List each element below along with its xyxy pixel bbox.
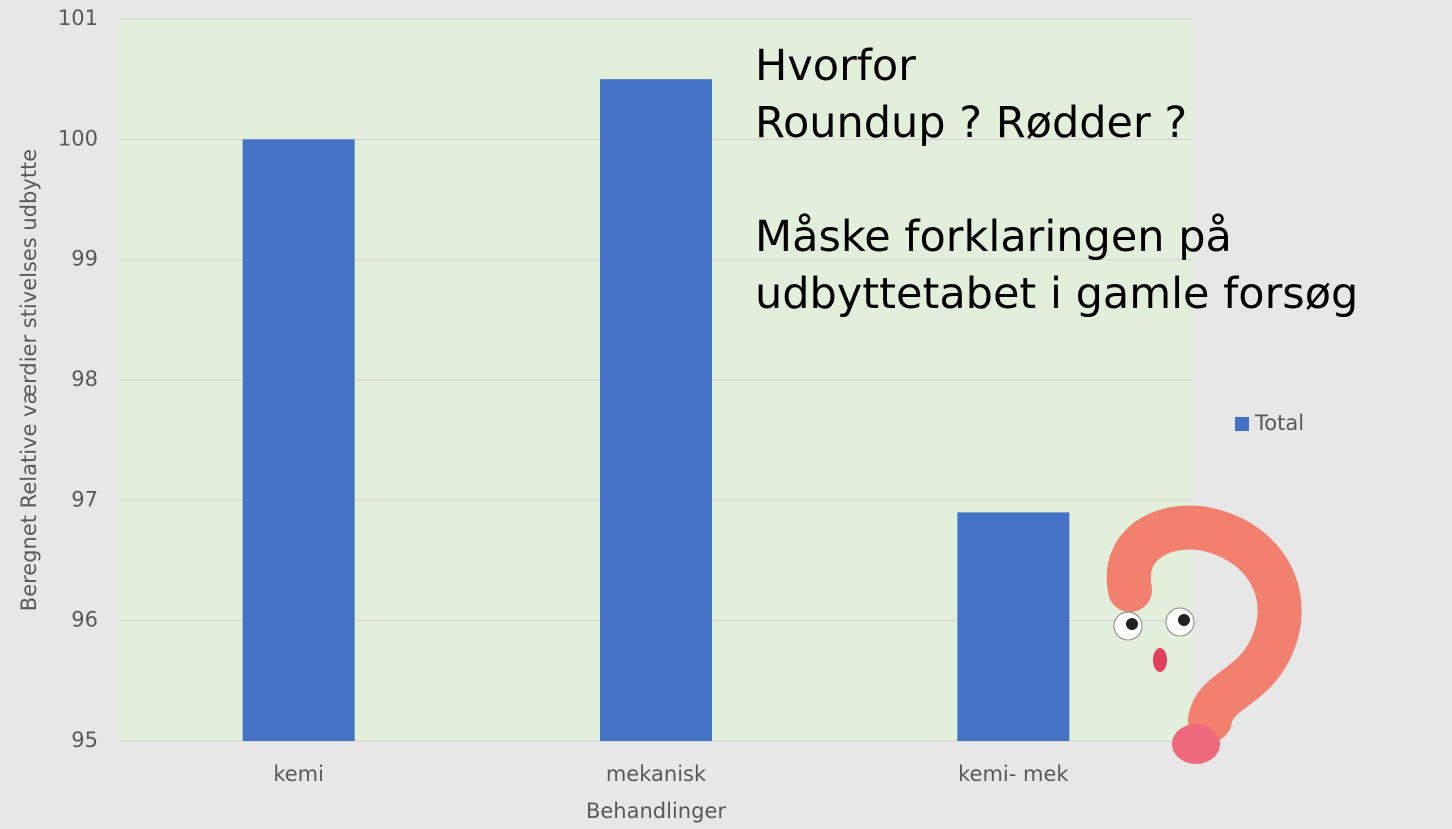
y-tick-label: 97 — [71, 487, 98, 511]
y-tick-label: 100 — [58, 126, 98, 150]
tongue — [1153, 648, 1167, 672]
y-tick-label: 96 — [71, 608, 98, 632]
bar — [600, 79, 712, 741]
annotation: udbyttetabet i gamle forsøg — [755, 269, 1358, 319]
pupil — [1126, 618, 1138, 630]
question-dot — [1172, 724, 1220, 764]
y-axis-title: Beregnet Relative værdier stivelses udby… — [17, 149, 41, 611]
legend-swatch — [1235, 417, 1249, 431]
annotation: Hvorfor — [755, 41, 916, 91]
x-tick-label: kemi- mek — [958, 762, 1069, 786]
bar — [957, 512, 1069, 741]
pupil — [1178, 614, 1190, 626]
legend-label: Total — [1254, 411, 1304, 435]
chart: Behandlinger Beregnet Relative værdier s… — [0, 0, 1452, 829]
annotation: Måske forklaringen på — [755, 212, 1232, 262]
y-tick-label: 101 — [58, 6, 98, 30]
x-tick-label: kemi — [273, 762, 324, 786]
annotation: Roundup ? Rødder ? — [755, 98, 1187, 148]
y-tick-label: 95 — [71, 728, 98, 752]
x-tick-label: mekanisk — [606, 762, 707, 786]
bar — [243, 139, 355, 741]
x-axis-title: Behandlinger — [586, 799, 726, 823]
y-tick-label: 99 — [71, 247, 98, 271]
y-tick-label: 98 — [71, 367, 98, 391]
